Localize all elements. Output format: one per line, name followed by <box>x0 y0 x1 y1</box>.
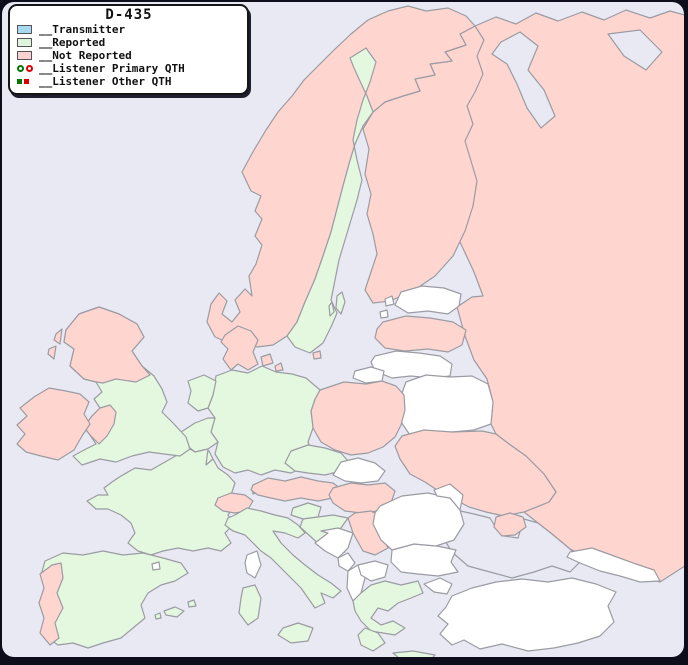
map-decor <box>154 612 162 620</box>
country-esp <box>40 550 189 649</box>
legend-item: __Listener Primary QTH <box>17 62 241 75</box>
country-sct <box>63 306 151 384</box>
country-geo <box>566 547 661 583</box>
legend-panel: D-435 __Transmitter __Reported __Not Repor… <box>8 4 249 95</box>
legend-title: D-435 <box>105 7 153 23</box>
map-decor <box>187 599 197 608</box>
country-tur <box>437 577 617 652</box>
country-rou <box>372 492 465 551</box>
legend-item: __Transmitter <box>17 23 241 36</box>
country-fra <box>86 445 236 556</box>
map-decor <box>274 362 284 372</box>
country-ukr <box>394 429 557 517</box>
map-decor <box>379 309 389 319</box>
country-mne <box>337 552 356 572</box>
country-kal <box>352 366 385 384</box>
map-decor <box>357 627 386 652</box>
country-bul <box>390 543 459 577</box>
map-decor <box>312 350 322 360</box>
map-decor <box>328 301 335 317</box>
country-ita <box>224 507 342 609</box>
legend-item: __Not Reported <box>17 49 241 62</box>
country-aut <box>250 476 342 502</box>
map-decor <box>384 295 395 307</box>
legend-item-label: __Reported <box>39 36 106 49</box>
country-pol <box>310 380 406 456</box>
country-irl <box>16 387 91 461</box>
transmitter-swatch <box>17 25 32 34</box>
country-swe <box>286 47 377 354</box>
map-decor <box>607 29 663 71</box>
europe-map <box>16 5 684 657</box>
country-hol <box>187 374 217 412</box>
map-decor <box>47 345 57 360</box>
country-svk <box>332 457 386 484</box>
country-dnk <box>220 325 259 371</box>
legend-item: __Reported <box>17 36 241 49</box>
legend-item-label: __Transmitter <box>39 23 126 36</box>
reported-swatch <box>17 38 32 47</box>
map-viewport <box>2 2 684 657</box>
map-decor <box>491 31 556 129</box>
map-decor <box>53 328 63 345</box>
red-square-icon <box>24 79 29 84</box>
map-decor <box>423 577 453 595</box>
listener-primary-icons <box>17 65 34 72</box>
map-decor <box>260 353 274 367</box>
country-lva <box>374 315 467 353</box>
listener-other-icons <box>17 79 34 84</box>
country-grc <box>352 580 424 636</box>
green-ring-icon <box>17 65 24 72</box>
country-and <box>151 561 161 571</box>
country-mda <box>433 483 464 511</box>
map-decor <box>439 509 583 579</box>
not-reported-swatch <box>17 51 32 60</box>
red-ring-icon <box>26 65 33 72</box>
country-cor <box>244 550 262 579</box>
country-blr <box>397 374 494 436</box>
map-decor <box>392 650 436 657</box>
legend-item-label: __Listener Primary QTH <box>39 62 185 75</box>
country-bal <box>163 606 185 618</box>
map-decor <box>493 512 527 537</box>
legend-item-label: __Not Reported <box>39 49 132 62</box>
green-square-icon <box>17 79 22 84</box>
country-est <box>394 285 462 315</box>
map-decor <box>335 291 346 315</box>
legend-item: __Listener Other QTH <box>17 75 241 88</box>
legend-item-label: __Listener Other QTH <box>39 75 172 88</box>
map-decor <box>277 622 314 644</box>
country-por <box>38 562 64 646</box>
country-mkd <box>357 560 389 582</box>
country-sar <box>238 584 262 626</box>
